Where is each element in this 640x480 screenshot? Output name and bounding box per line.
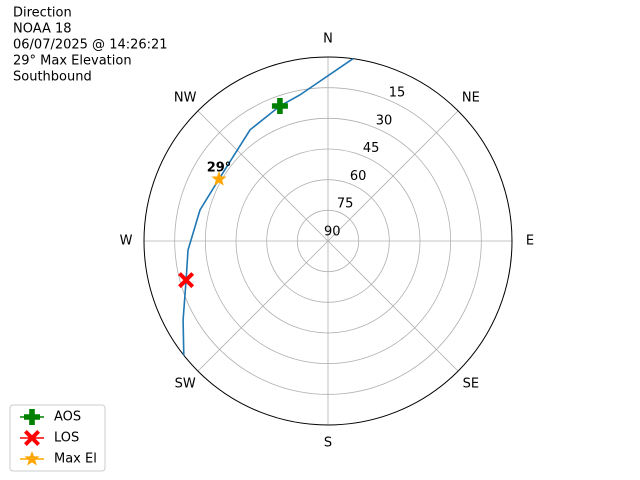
- r-tick-label: 60: [350, 169, 367, 184]
- theta-tick-label: E: [526, 234, 534, 249]
- legend-label: AOS: [54, 410, 81, 425]
- title-line: Direction: [13, 6, 72, 21]
- outer-circle: [143, 56, 513, 426]
- theta-tick-label: SE: [463, 376, 479, 391]
- grid-spoke: [197, 240, 329, 372]
- r-tick-label: 75: [337, 197, 354, 212]
- theta-tick-label: SW: [175, 376, 196, 391]
- marker: [271, 97, 288, 114]
- legend: AOS LOS Max El: [9, 404, 106, 472]
- theta-tick-label: N: [323, 32, 333, 47]
- annotation: 29°: [207, 161, 232, 176]
- title-line: Southbound: [13, 70, 92, 85]
- theta-tick-label: W: [120, 234, 133, 249]
- r-tick-label: 15: [389, 85, 406, 100]
- marker: [178, 272, 195, 289]
- title-line: 06/07/2025 @ 14:26:21: [13, 38, 168, 53]
- track-line: [182, 58, 354, 356]
- r-tick-label: 90: [324, 224, 341, 239]
- legend-label: Max El: [54, 452, 97, 467]
- legend-marker: [24, 430, 40, 446]
- grid-spoke: [327, 240, 459, 372]
- title-line: 29° Max Elevation: [13, 54, 132, 69]
- theta-tick-label: NW: [174, 91, 197, 106]
- grid-spoke: [197, 110, 329, 242]
- theta-tick-label: NE: [462, 91, 480, 106]
- legend-marker: [24, 409, 40, 425]
- grid-spoke: [327, 110, 459, 242]
- legend-marker: [24, 451, 40, 466]
- r-tick-label: 30: [376, 113, 393, 128]
- r-tick-label: 45: [363, 141, 380, 156]
- legend-label: LOS: [54, 431, 79, 446]
- title-line: NOAA 18: [13, 22, 72, 37]
- theta-tick-label: S: [324, 436, 332, 451]
- marker: [211, 171, 227, 186]
